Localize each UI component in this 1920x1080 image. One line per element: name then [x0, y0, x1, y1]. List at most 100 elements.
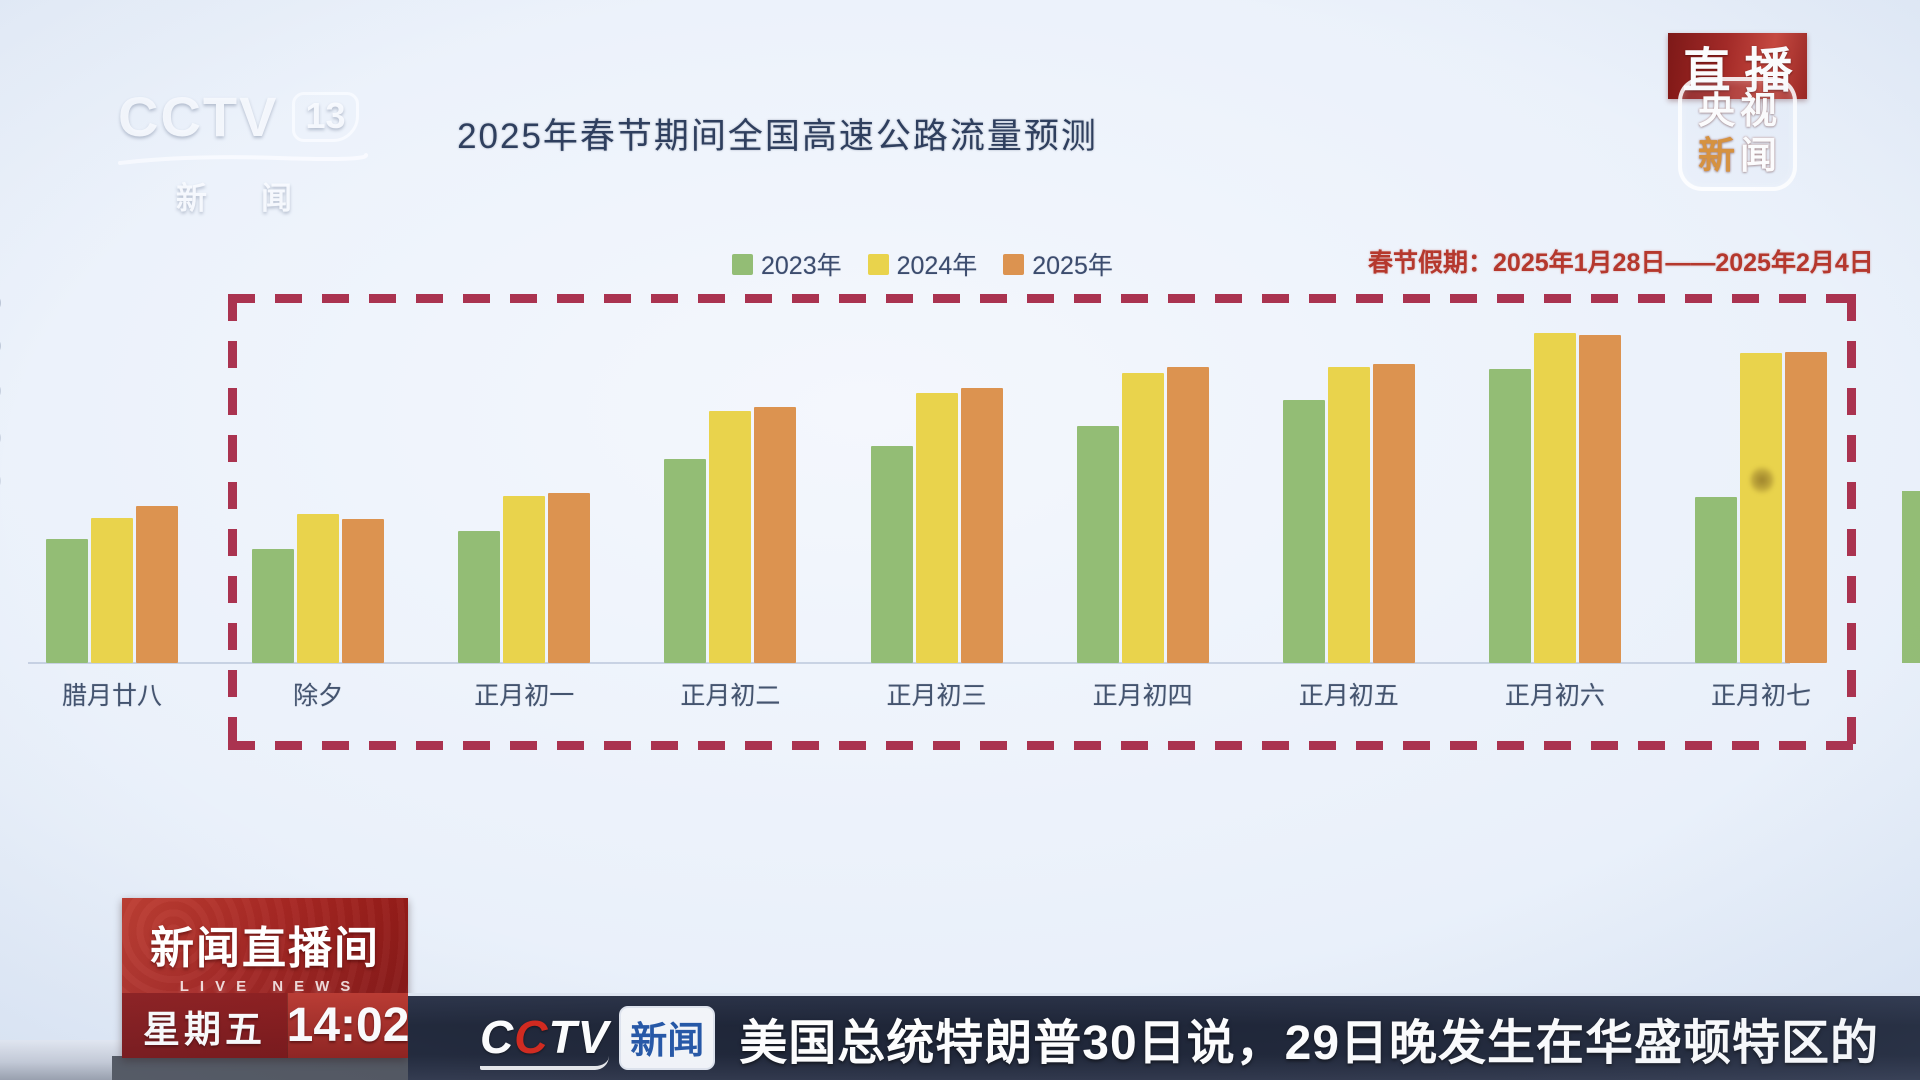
program-subtitle: LIVE NEWS	[179, 978, 362, 993]
legend-item: 2025年	[1003, 246, 1113, 282]
bar-cluster	[252, 323, 385, 663]
bar-2025年-腊月廿八	[136, 506, 178, 663]
program-box-footer: 星期五 14:02	[122, 993, 409, 1058]
bar-2025年-正月初四	[1166, 367, 1209, 663]
cctv13-channel-number: 13	[292, 91, 359, 142]
bar-cluster	[664, 323, 797, 663]
bar-2024年-正月初五	[1327, 367, 1370, 663]
x-axis-label: 除夕	[293, 682, 344, 710]
bar-group: 腊月廿八	[46, 323, 178, 712]
chart-legend: 2023年 2024年 2025年	[732, 246, 1113, 282]
bar-2023年-正月初一	[458, 531, 501, 663]
holiday-note-dates: 2025年1月28日——2025年2月4日	[1493, 249, 1874, 277]
y-axis-tick-label: 0	[0, 423, 1, 454]
bar-2025年-正月初一	[548, 493, 591, 663]
bar-cluster	[46, 323, 178, 663]
legend-label: 2024年	[896, 252, 978, 280]
y-axis-tick-label: 0	[0, 288, 1, 319]
bar-cluster	[1282, 323, 1415, 663]
bar-2023年-正月初四	[1076, 426, 1119, 663]
y-axis-tick-label: 0	[0, 466, 1, 497]
x-axis-label: 正月初七	[1710, 682, 1811, 710]
bar-2024年-除夕	[297, 514, 340, 663]
bar-cluster	[1076, 323, 1209, 663]
x-axis-label: 正月初三	[886, 682, 987, 710]
bar-2024年-正月初四	[1121, 373, 1164, 663]
x-axis-line	[28, 662, 1790, 664]
chart-title: 2025年春节期间全国高速公路流量预测	[457, 117, 1098, 156]
bar-cluster	[1488, 323, 1621, 663]
x-axis-label: 正月初二	[680, 682, 781, 710]
bar-cluster	[870, 323, 1003, 663]
news-ticker-bar: CCTV 新闻 美国总统特朗普30日说，29日晚发生在华盛顿特区的	[408, 993, 1920, 1080]
cctv-ticker-logo: CCTV 新闻	[480, 1006, 716, 1070]
bar-2024年-正月初二	[709, 411, 752, 663]
legend-swatch-icon	[732, 253, 753, 275]
holiday-note: 春节假期：2025年1月28日——2025年2月4日	[1368, 243, 1874, 279]
bar-2024年-正月初六	[1533, 333, 1576, 663]
program-box-shadow	[112, 1056, 412, 1080]
cctv-ticker-brand: CCTV	[480, 1010, 610, 1070]
bar-2025年-正月初三	[960, 388, 1003, 663]
app-logo-row2: 新闻	[1693, 135, 1782, 178]
legend-item: 2024年	[867, 246, 978, 282]
bar-2023年-腊月廿八	[46, 539, 88, 663]
highlight-box-top	[228, 294, 1856, 303]
cctv13-underline-swoosh	[118, 153, 368, 165]
bar-group: 正月初四	[1076, 323, 1209, 712]
cctv13-subtitle: 新闻	[176, 181, 346, 216]
bar-cluster	[458, 323, 591, 663]
screen-smudge	[1750, 466, 1774, 494]
bar-group: 正月初六	[1488, 323, 1621, 712]
highlight-box-right	[1847, 294, 1856, 750]
legend-swatch-icon	[867, 253, 889, 275]
app-logo-row1: 央视	[1698, 90, 1782, 132]
bar-2023年-正月初三	[870, 446, 913, 663]
app-logo-xin: 新	[1698, 135, 1740, 176]
legend-swatch-icon	[1003, 253, 1025, 275]
program-title: 新闻直播间	[150, 924, 380, 973]
x-axis-label: 腊月廿八	[61, 682, 162, 710]
x-axis-label: 正月初五	[1298, 682, 1399, 710]
bar-2023年-正月初二	[664, 459, 707, 663]
cctv13-brand-text: CCTV	[118, 85, 279, 148]
bar-2023年-正月初七	[1695, 497, 1737, 663]
bar-cluster	[1695, 323, 1827, 663]
bar-2025年-除夕	[342, 519, 385, 663]
ticker-news-badge: 新闻	[619, 1006, 716, 1070]
bar-group: 正月初五	[1282, 323, 1415, 712]
plot-groups: 腊月廿八 除夕 正月初一 正月初二 正月初三 正月初四 正月初五 正月初六 正月初七	[46, 323, 1827, 712]
bar-2025年-正月初二	[754, 407, 797, 663]
bar-group: 正月初一	[458, 323, 591, 712]
cctv-news-app-watermark: 央视 新闻	[1678, 77, 1797, 191]
bar-2023年-除夕	[252, 549, 295, 663]
legend-label: 2025年	[1032, 252, 1113, 280]
bar-2024年-腊月廿八	[91, 518, 133, 663]
bar-2024年-正月初七	[1740, 353, 1782, 663]
bar-2024年-正月初三	[915, 393, 958, 663]
holiday-note-label: 春节假期：	[1368, 249, 1494, 277]
bar-group: 正月初二	[664, 323, 797, 712]
legend-label: 2023年	[761, 252, 842, 280]
weekday-label: 星期五	[143, 1008, 266, 1050]
app-logo-wen: 闻	[1740, 135, 1782, 176]
bar-2023年-正月初五	[1282, 400, 1325, 663]
legend-item: 2023年	[732, 246, 842, 282]
x-axis-label: 正月初六	[1504, 682, 1605, 710]
y-axis-tick-label: 0	[0, 331, 1, 362]
clock-display: 14:02	[287, 993, 409, 1058]
bar-group: 正月初七	[1695, 323, 1827, 712]
program-box-header: 新闻直播间 LIVE NEWS	[122, 898, 408, 993]
bar-2025年-正月初五	[1372, 364, 1415, 663]
x-axis-label: 正月初一	[474, 682, 575, 710]
ticker-headline: 美国总统特朗普30日说，29日晚发生在华盛顿特区的	[739, 1017, 1880, 1070]
y-axis-tick-label: 0	[0, 376, 1, 407]
bar-2024年-正月初一	[503, 496, 546, 663]
highlight-box-left	[228, 294, 237, 750]
highlight-box-bottom	[228, 741, 1856, 750]
x-axis-label: 正月初四	[1092, 682, 1193, 710]
cctv13-watermark: CCTV 13 新闻	[118, 84, 368, 218]
cctv-red-c: C	[514, 1011, 549, 1063]
bar-2025年-正月初六	[1578, 335, 1621, 663]
